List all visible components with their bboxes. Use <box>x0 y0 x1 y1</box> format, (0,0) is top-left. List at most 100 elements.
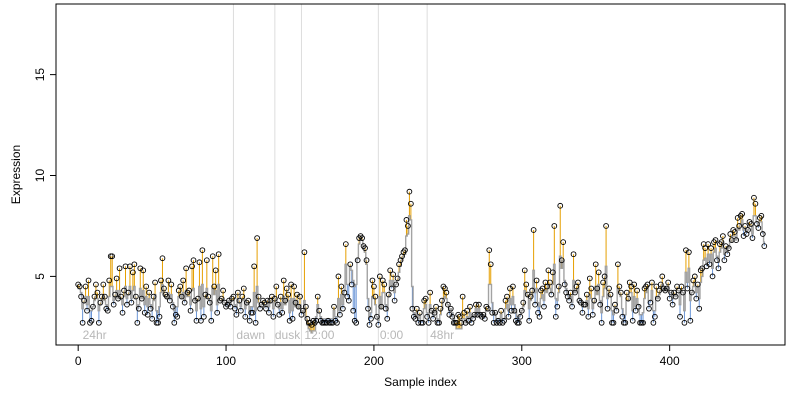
data-point <box>187 307 194 314</box>
data-point <box>128 299 135 306</box>
data-point <box>240 285 247 292</box>
data-point <box>264 297 271 304</box>
data-point <box>526 317 533 324</box>
data-point <box>384 315 391 322</box>
phase-labels: 24hr dawn dusk 12:00 0:00 48hr <box>83 328 455 342</box>
data-point <box>251 263 257 270</box>
data-point <box>393 281 399 288</box>
data-point <box>632 307 639 314</box>
data-point <box>625 295 632 302</box>
data-point <box>266 309 272 316</box>
data-point <box>715 265 722 272</box>
data-point <box>575 279 581 286</box>
data-point <box>504 293 510 300</box>
data-point <box>666 295 673 302</box>
data-point <box>371 283 377 290</box>
data-point <box>363 257 370 264</box>
data-point <box>101 293 108 300</box>
data-point <box>155 319 161 326</box>
data-point <box>736 223 743 229</box>
phase-label: dawn <box>236 328 265 342</box>
data-point <box>588 285 595 292</box>
data-point <box>334 319 340 326</box>
data-point <box>467 303 473 310</box>
data-point <box>549 269 556 276</box>
data-point <box>752 200 759 207</box>
data-point <box>486 247 493 254</box>
data-point <box>146 289 153 296</box>
data-point <box>195 295 201 302</box>
data-point <box>501 317 507 324</box>
data-point <box>473 301 479 308</box>
data-point <box>91 293 98 300</box>
data-point <box>394 275 401 282</box>
data-point <box>541 303 547 310</box>
data-point <box>218 295 225 302</box>
data-point <box>76 283 83 290</box>
data-point <box>109 253 116 260</box>
data-point <box>579 309 586 316</box>
data-point <box>388 285 395 292</box>
data-point <box>292 299 299 306</box>
data-point <box>447 305 454 312</box>
data-point <box>382 305 389 312</box>
data-point <box>270 313 277 320</box>
data-point <box>208 317 215 324</box>
data-point <box>702 245 709 251</box>
data-point <box>476 301 482 308</box>
x-tick-label: 300 <box>512 354 532 368</box>
data-point <box>594 285 601 292</box>
data-point <box>214 309 221 316</box>
data-point <box>518 307 525 314</box>
data-point <box>277 293 284 300</box>
data-point <box>669 301 676 308</box>
data-point <box>406 188 413 195</box>
data-point <box>589 311 596 318</box>
data-point <box>449 313 456 320</box>
data-point <box>464 307 470 314</box>
data-point <box>215 251 222 258</box>
data-point <box>725 245 732 251</box>
data-point <box>582 301 589 308</box>
data-point <box>459 293 466 300</box>
data-point <box>301 249 308 256</box>
data-point <box>607 291 614 298</box>
data-point <box>362 245 368 251</box>
data-point <box>631 281 638 288</box>
data-point <box>572 289 578 296</box>
data-point <box>708 245 714 251</box>
data-point <box>295 303 302 310</box>
data-point <box>443 289 450 296</box>
y-axis-title: Expression <box>9 145 23 204</box>
data-point <box>650 319 657 326</box>
data-point <box>116 265 123 272</box>
data-point <box>622 319 629 326</box>
data-point <box>481 315 488 322</box>
data-point <box>675 287 682 294</box>
data-point <box>249 309 256 316</box>
data-point <box>619 313 626 320</box>
data-point <box>402 247 408 254</box>
data-point <box>341 289 348 296</box>
data-point <box>390 271 396 278</box>
data-point <box>498 307 504 314</box>
data-point <box>85 277 92 284</box>
data-point <box>413 305 420 312</box>
data-point <box>375 321 382 328</box>
data-point <box>345 297 352 304</box>
data-point <box>615 261 621 268</box>
data-point <box>205 293 212 300</box>
data-point <box>127 263 133 270</box>
data-point <box>751 194 757 201</box>
data-point <box>649 279 655 286</box>
data-point <box>761 243 768 249</box>
data-point <box>97 299 104 306</box>
data-point <box>96 319 102 326</box>
data-point <box>601 273 608 280</box>
data-point <box>686 249 692 256</box>
data-point <box>552 313 559 320</box>
data-point <box>376 273 383 280</box>
data-point <box>237 307 244 314</box>
